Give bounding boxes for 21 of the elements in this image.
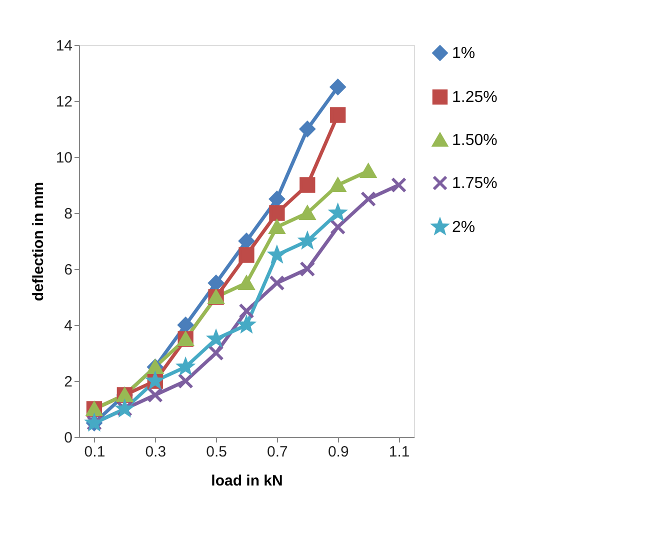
x-tick-label: 0.5 [206, 444, 227, 460]
y-tick-label: 4 [64, 318, 72, 334]
x-tick-label: 0.3 [145, 444, 166, 460]
legend-label: 1% [452, 45, 476, 62]
x-tick-label: 1.1 [388, 444, 410, 460]
x-tick-label: 0.7 [267, 444, 288, 460]
y-tick-label: 8 [64, 206, 72, 222]
legend-label: 1.75% [452, 175, 498, 192]
y-tick-label: 0 [64, 430, 72, 446]
y-tick-label: 14 [56, 38, 72, 54]
y-tick-label: 6 [64, 262, 72, 278]
legend-label: 1.50% [452, 132, 498, 149]
x-tick-label: 0.1 [84, 444, 106, 460]
legend-label: 2% [452, 219, 476, 236]
y-axis-title: deflection in mm [30, 182, 47, 302]
y-tick-label: 2 [64, 374, 72, 390]
x-tick-label: 0.9 [328, 444, 349, 460]
legend-label: 1.25% [452, 89, 498, 106]
y-tick-label: 12 [56, 94, 72, 110]
x-axis-title: load in kN [211, 472, 283, 490]
y-tick-label: 10 [56, 150, 72, 166]
